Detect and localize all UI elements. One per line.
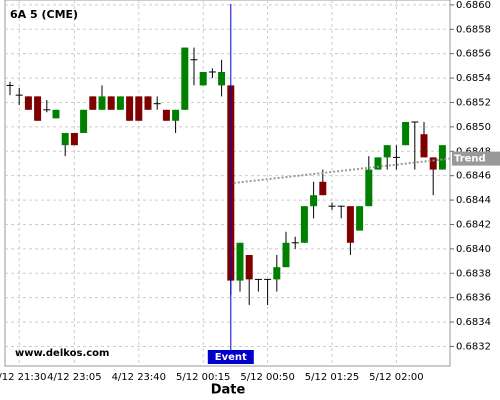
x-axis-label: Date	[211, 383, 246, 398]
candle-body	[15, 94, 23, 96]
candle-body	[199, 71, 207, 86]
y-tick-label: 0.6844	[456, 195, 491, 206]
candle-body	[282, 242, 290, 268]
y-tick-label: 0.6852	[456, 97, 491, 108]
candle-body	[356, 206, 364, 231]
x-tick-label: 4/12 23:40	[112, 372, 166, 383]
y-tick-label: 0.6842	[456, 219, 491, 230]
x-tick-label: 5/12 00:50	[240, 372, 294, 383]
candle-body	[420, 134, 428, 158]
candle-body	[98, 96, 106, 110]
y-tick-label: 0.6854	[456, 73, 491, 84]
candle-body	[181, 47, 189, 110]
event-label: Event	[215, 352, 247, 363]
candle-body	[273, 267, 281, 280]
x-tick-label: 4/12 23:05	[47, 372, 101, 383]
candle-body	[218, 71, 226, 86]
candle-body	[310, 195, 318, 207]
y-tick-label: 0.6840	[456, 244, 491, 255]
candle-body	[172, 109, 180, 121]
trend-line	[233, 157, 451, 184]
candle-body	[392, 156, 400, 158]
x-tick-label: 5/12 01:25	[305, 372, 359, 383]
candle-body	[24, 96, 32, 110]
x-tick-label: 5/12 00:15	[176, 372, 230, 383]
candle-body	[411, 121, 419, 123]
candle-body	[365, 169, 373, 207]
y-tick-label: 0.6836	[456, 293, 491, 304]
watermark: www.delkos.com	[15, 348, 109, 359]
candle-body	[208, 71, 216, 73]
candle-body	[190, 59, 198, 61]
candle-body	[383, 145, 391, 158]
y-tick-label: 0.6856	[456, 49, 491, 60]
candle-body	[319, 181, 327, 196]
candle-body	[6, 84, 14, 86]
candle-body	[337, 205, 345, 207]
candle-body	[245, 254, 253, 280]
candle-body	[135, 96, 143, 121]
candle-body	[80, 109, 88, 133]
y-tick-label: 0.6846	[456, 171, 491, 182]
candle-body	[61, 132, 69, 146]
candle-body	[126, 96, 134, 121]
y-tick-label: 0.6838	[456, 268, 491, 279]
candle-body	[264, 278, 272, 280]
candle-body	[34, 96, 42, 121]
candle-body	[43, 109, 51, 111]
candle-body	[70, 132, 78, 146]
candle-body	[374, 157, 382, 170]
candle-body	[116, 96, 124, 110]
event-box	[207, 350, 254, 364]
y-tick-label: 0.6834	[456, 317, 491, 328]
candle-body	[162, 109, 170, 121]
y-tick-label: 0.6832	[456, 341, 491, 352]
candle-body	[438, 145, 446, 170]
y-tick-label: 0.6858	[456, 24, 491, 35]
candle-body	[89, 96, 97, 110]
x-tick-label: 5/12 02:00	[369, 372, 423, 383]
candle-body	[236, 242, 244, 281]
candle-body	[144, 96, 152, 110]
candle-body	[107, 96, 115, 110]
trend-box	[452, 151, 500, 166]
x-tick-label: 4/12 21:30	[0, 372, 46, 383]
y-tick-label: 0.6860	[456, 0, 491, 11]
chart-title: 6A 5 (CME)	[10, 8, 78, 21]
candle-body	[254, 278, 262, 280]
y-tick-label: 0.6850	[456, 122, 491, 133]
candle-body	[328, 205, 336, 207]
candle-body	[153, 103, 161, 105]
candle-body	[346, 206, 354, 243]
candle-body	[429, 157, 437, 170]
trend-label: Trend	[454, 154, 486, 165]
candle-body	[300, 206, 308, 243]
candle-body	[291, 242, 299, 244]
candle-body	[402, 122, 410, 146]
candle-body	[52, 109, 60, 119]
